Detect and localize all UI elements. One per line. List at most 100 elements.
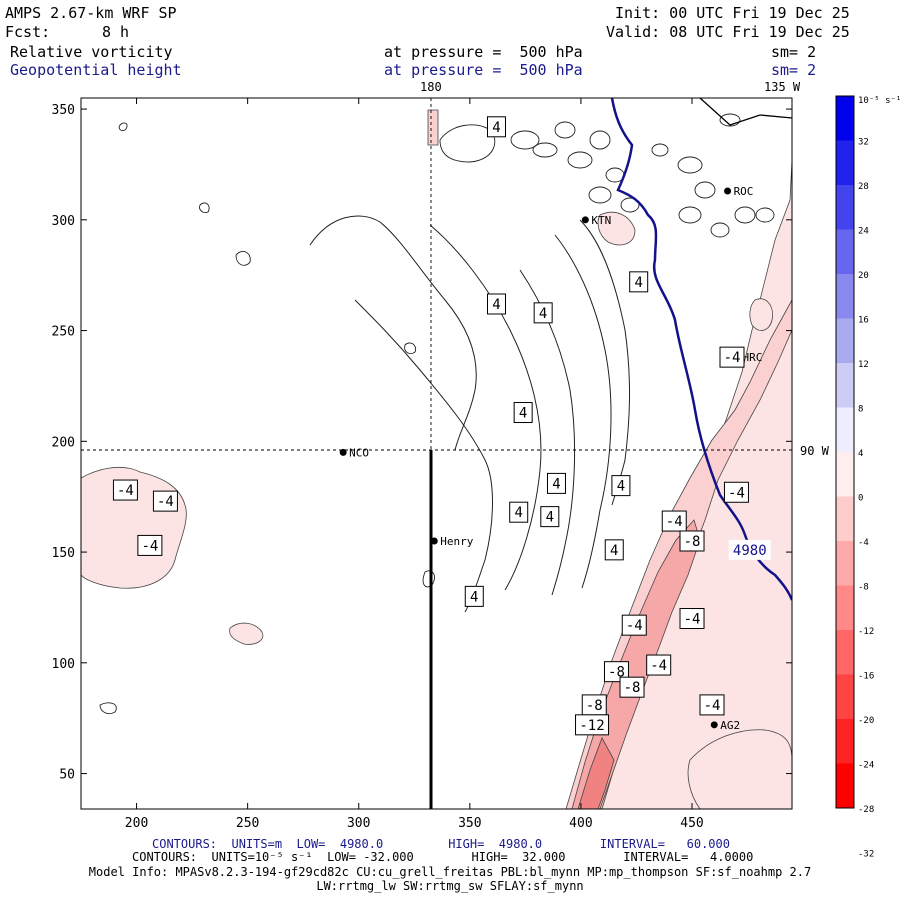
contour-label-text: -8	[586, 698, 603, 714]
colorbar-swatch	[836, 318, 854, 363]
pos-vort-contour-5	[554, 234, 612, 589]
pink-patch-top	[427, 109, 439, 146]
small-contour-b	[199, 202, 210, 213]
station-markers: NCO Henry KTN ROC HRC AG2	[339, 185, 762, 732]
colorbar-swatch	[836, 185, 854, 230]
station-label: KTN	[591, 214, 611, 227]
colorbar-tick-label: 12	[858, 360, 869, 370]
station-dot	[581, 216, 589, 224]
colorbar-tick-label: -32	[858, 850, 874, 860]
colorbar-swatch	[836, 585, 854, 630]
contour-label-box	[679, 530, 705, 552]
field1-pressure: at pressure = 500 hPa	[384, 43, 583, 61]
colorbar-swatch	[836, 229, 854, 274]
contour-label-text: -12	[579, 718, 604, 734]
field1-smoothing: sm= 2	[771, 43, 817, 61]
pos-vort-contour-1	[309, 215, 477, 451]
contour-label-box	[533, 302, 553, 324]
colorbar-tick-label: 20	[858, 271, 869, 281]
contour-label-text: -8	[608, 665, 625, 681]
station-dot	[430, 537, 438, 545]
pos-vort-contour-6	[579, 219, 630, 506]
colorbar-tick-label: -12	[858, 627, 874, 637]
contour-label-box	[603, 661, 629, 683]
station-dot	[710, 721, 718, 729]
label-135w: 135 W	[764, 80, 801, 94]
footer-vorticity-contours: CONTOURS: UNITS=10⁻⁵ s⁻¹ LOW= -32.000 HI…	[132, 850, 754, 864]
coastline-top	[699, 98, 792, 126]
colorbar-tick-label: 8	[858, 405, 863, 415]
colorbar-swatch	[836, 541, 854, 586]
small-contour-g	[439, 124, 496, 163]
neg-vort-band-inner	[577, 737, 615, 809]
colorbar-tick-label: -24	[858, 761, 874, 771]
y-tick-label: 100	[52, 657, 75, 672]
station-dot	[339, 448, 347, 456]
y-tick-label: 350	[52, 103, 75, 118]
contour-label-box	[575, 714, 610, 736]
contour-label-text: -8	[624, 680, 641, 696]
colorbar-tick-label: -4	[858, 538, 869, 548]
station-label: Henry	[440, 535, 473, 548]
y-tick-label: 200	[52, 435, 75, 450]
contour-label-box	[509, 501, 529, 523]
y-tick-label: 300	[52, 214, 75, 229]
footer-height-contours: CONTOURS: UNITS=m LOW= 4980.0 HIGH= 4980…	[152, 837, 730, 851]
contour-label-box	[486, 116, 506, 138]
contour-label-text: 4	[634, 275, 642, 291]
colorbar-tick-label: -8	[858, 583, 869, 593]
colorbar-swatch	[836, 496, 854, 541]
map-field	[81, 98, 792, 809]
contour-label-text: 4	[610, 543, 618, 559]
init-time: Init: 00 UTC Fri 19 Dec 25	[615, 4, 850, 22]
small-contour-a	[118, 122, 128, 131]
contour-label-text: -4	[157, 494, 174, 510]
forecast-value: 8 h	[102, 23, 130, 41]
contour-label-text: -4	[117, 483, 134, 499]
contour-label-box	[699, 694, 725, 716]
colorbar-frame	[835, 95, 855, 809]
forecast-label: Fcst:	[5, 23, 51, 41]
contour-label-text: -4	[666, 514, 683, 530]
contour-label-text: 4	[539, 306, 547, 322]
colorbar-tick-label: -16	[858, 672, 874, 682]
contour-label-text: 4	[546, 510, 554, 526]
x-tick-label: 400	[569, 816, 592, 831]
contour-label-box	[112, 479, 138, 501]
label-90w: 90 W	[800, 444, 829, 458]
contour-label-box	[137, 534, 163, 556]
model-title: AMPS 2.67-km WRF SP	[5, 4, 177, 22]
x-tick-label: 250	[236, 816, 259, 831]
contour-label-text: 4980	[733, 543, 767, 559]
colorbar-swatch	[836, 674, 854, 719]
colorbar-tick-label: -20	[858, 716, 874, 726]
contour-label-text: 4	[519, 406, 527, 422]
x-tick-label: 450	[680, 816, 703, 831]
station-label: NCO	[349, 446, 369, 459]
contour-label-box	[629, 271, 649, 293]
neg-vort-blob-east-upper	[749, 298, 773, 331]
plot-frame	[80, 97, 793, 810]
small-contour-e	[422, 570, 435, 588]
y-tick-label: 50	[59, 768, 75, 783]
small-contour-f	[99, 702, 117, 715]
contour-label-text: -4	[724, 350, 741, 366]
pos-vort-contour-3	[429, 224, 542, 591]
colorbar-swatch	[836, 363, 854, 408]
colorbar-swatch	[836, 719, 854, 764]
contour-label-text: -4	[141, 538, 158, 554]
station-label: ROC	[734, 185, 754, 198]
x-tick-label: 300	[347, 816, 370, 831]
colorbar-swatch	[836, 96, 854, 141]
contour-label-text: -8	[684, 534, 701, 550]
contour-label-text: -4	[704, 698, 721, 714]
contour-label-box	[719, 346, 745, 368]
contour-label-text: 4	[617, 479, 625, 495]
colorbar-tick-label: 28	[858, 182, 869, 192]
colorbar-swatch	[836, 407, 854, 452]
colorbar-tick-label: -28	[858, 805, 874, 815]
pos-vort-contour-2	[354, 299, 493, 613]
contour-label-box	[679, 608, 705, 630]
colorbar-tick-label: 32	[858, 138, 869, 148]
colorbar-swatch	[836, 763, 854, 808]
